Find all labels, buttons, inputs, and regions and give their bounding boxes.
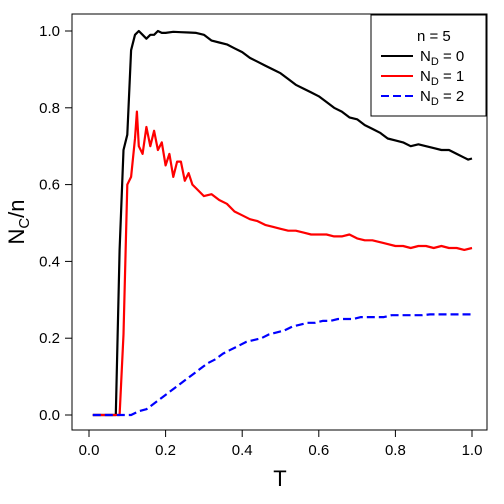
y-axis: 0.0 0.2 0.4 0.6 0.8 1.0 [39,23,73,424]
x-tick-label: 0.6 [308,442,329,459]
series-line-0 [92,29,473,417]
y-tick-label: 0.4 [39,253,60,270]
y-tick-label: 1.0 [39,23,60,40]
x-tick-label: 0.0 [79,442,100,459]
legend-label-series-1-sub: D [431,76,439,88]
series-line-2 [92,313,472,417]
legend-label-series-2-sub: D [431,96,439,108]
legend-box [370,14,487,117]
y-tick-label: 0.2 [39,330,60,347]
y-axis-title-sub: C [16,218,33,229]
y-tick-label: 0.6 [39,177,60,194]
legend-label-series-0-main: N [420,48,431,65]
legend-label-series-1: ND = 1 [420,68,464,88]
y-axis-title: NC/n [4,199,33,244]
legend-label-series-0: ND = 0 [420,48,464,68]
legend-label-series-2-main: N [420,88,431,105]
legend-label-series-2: ND = 2 [420,88,464,108]
legend-label-series-2-rest: = 2 [439,88,464,105]
x-tick-label: 0.2 [155,442,176,459]
y-axis-title-main: N [4,229,29,245]
legend: n = 5 ND = 0 ND = 1 ND = 2 [370,14,487,117]
legend-label-series-0-rest: = 0 [439,48,464,65]
series-layer [92,29,473,417]
y-tick-label: 0.8 [39,100,60,117]
y-tick-label: 0.0 [39,407,60,424]
x-tick-label: 1.0 [462,442,483,459]
y-axis-title-rest: /n [4,199,29,217]
x-tick-label: 0.4 [232,442,253,459]
x-axis-title: T [273,466,286,491]
series-line-1 [92,110,473,417]
x-tick-label: 0.8 [385,442,406,459]
x-axis: 0.0 0.2 0.4 0.6 0.8 1.0 [79,429,483,459]
legend-label-series-1-rest: = 1 [439,68,464,85]
legend-label-series-0-sub: D [431,56,439,68]
legend-label-series-1-main: N [420,68,431,85]
legend-title: n = 5 [417,28,451,45]
